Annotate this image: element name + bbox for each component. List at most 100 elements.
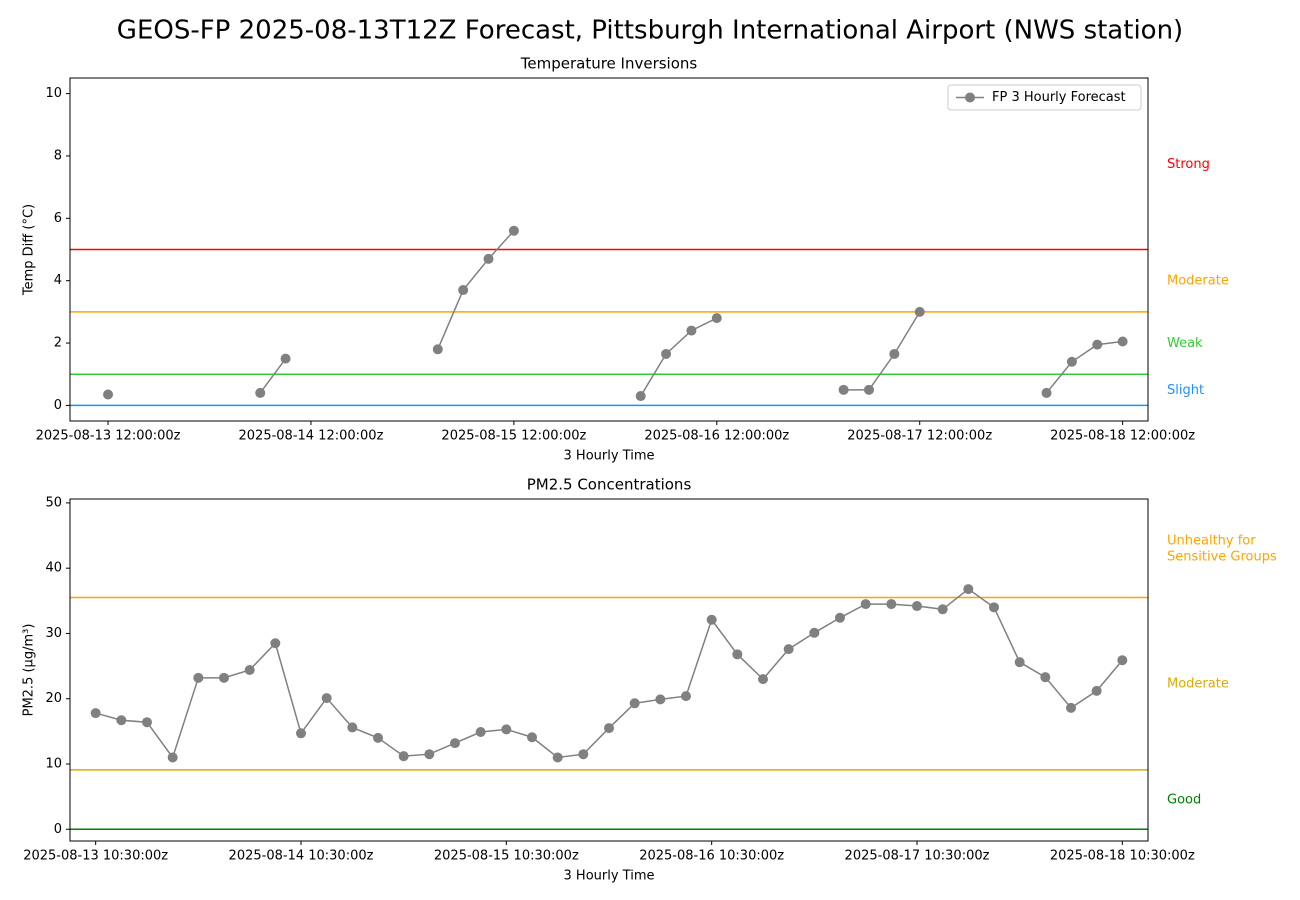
threshold-label: Weak (1167, 336, 1203, 351)
chart-title: PM2.5 Concentrations (527, 476, 692, 494)
data-point (450, 738, 460, 749)
data-point (758, 674, 768, 685)
data-point (255, 387, 266, 398)
threshold-label-line: Weak (1167, 336, 1203, 351)
x-tick-label: 2025-08-13 10:30:00z (23, 849, 168, 864)
y-tick-label: 40 (45, 561, 62, 576)
threshold-label: Moderate (1167, 676, 1229, 691)
threshold-label-line: Strong (1167, 156, 1210, 171)
y-tick-label: 30 (45, 626, 62, 641)
threshold-label-line: Unhealthy for (1167, 533, 1256, 548)
series-line (259, 230, 1123, 397)
data-point (552, 752, 563, 763)
data-point (578, 749, 589, 760)
data-point (912, 601, 922, 612)
plot-frame (69, 498, 1149, 842)
x-tick-label: 2025-08-15 10:30:00z (434, 849, 579, 864)
threshold-label: Unhealthy for Sensitive Groups (1167, 533, 1277, 564)
data-point (783, 644, 794, 655)
data-point (116, 715, 127, 726)
data-point (1091, 685, 1102, 696)
y-tick-label: 4 (54, 273, 62, 288)
threshold-label-line: Sensitive Groups (1167, 549, 1277, 564)
x-tick-label: 2025-08-15 12:00:00z (441, 429, 586, 444)
data-point (711, 313, 722, 324)
legend-box (947, 84, 1142, 111)
data-point (838, 384, 849, 395)
data-point (1117, 655, 1128, 666)
data-point (989, 602, 999, 613)
threshold-label-line: Moderate (1167, 273, 1229, 288)
data-point (963, 584, 974, 595)
data-point (321, 693, 332, 704)
threshold-label-line: Good (1167, 792, 1201, 807)
data-point (270, 638, 281, 649)
data-point (604, 723, 614, 734)
data-point (398, 751, 409, 762)
threshold-label: Good (1167, 792, 1201, 807)
data-point (1040, 672, 1051, 683)
data-point (1041, 387, 1052, 398)
y-tick-label: 20 (45, 691, 62, 706)
data-point (296, 728, 306, 739)
data-point (686, 325, 697, 336)
data-point (863, 384, 874, 395)
x-tick-label: 2025-08-17 12:00:00z (847, 429, 992, 444)
y-axis-label: Temp Diff (°C) (22, 204, 37, 296)
threshold-label-line: Moderate (1167, 676, 1229, 691)
x-axis-label: 3 Hourly Time (564, 449, 655, 464)
data-point (424, 749, 435, 760)
data-point (655, 694, 666, 705)
x-axis-label: 3 Hourly Time (564, 869, 655, 884)
data-point (1066, 702, 1076, 713)
x-tick-label: 2025-08-16 10:30:00z (639, 849, 784, 864)
figure-title: GEOS-FP 2025-08-13T12Z Forecast, Pittsbu… (117, 16, 1183, 46)
y-tick-label: 50 (45, 495, 62, 510)
data-point (103, 389, 114, 400)
data-point (483, 253, 494, 264)
data-point (373, 732, 383, 743)
threshold-label: Strong (1167, 156, 1210, 171)
data-point (244, 665, 255, 675)
x-tick-label: 2025-08-14 12:00:00z (239, 429, 384, 444)
data-point (629, 698, 640, 709)
data-point (1092, 339, 1103, 350)
data-point (193, 672, 204, 683)
data-point (475, 727, 486, 738)
data-point (937, 604, 948, 615)
data-point (527, 732, 537, 743)
y-tick-label: 8 (54, 148, 62, 163)
y-tick-label: 2 (54, 336, 62, 351)
data-point (1117, 336, 1128, 347)
legend-label: FP 3 Hourly Forecast (992, 90, 1126, 105)
data-point (219, 672, 229, 683)
threshold-label: Moderate (1167, 273, 1229, 288)
x-tick-label: 2025-08-13 12:00:00z (36, 429, 181, 444)
data-point (661, 348, 672, 359)
data-point (809, 627, 820, 638)
data-point (681, 691, 691, 702)
data-point (347, 722, 358, 733)
data-point (142, 717, 152, 728)
threshold-label-line: Slight (1167, 382, 1204, 397)
data-point (914, 306, 925, 317)
data-point (732, 649, 743, 660)
data-point (280, 353, 291, 364)
data-point (508, 225, 519, 236)
data-point (635, 391, 646, 402)
y-axis-label: PM2.5 (µg/m³) (22, 624, 37, 717)
x-tick-label: 2025-08-18 10:30:00z (1050, 849, 1195, 864)
data-point (835, 612, 845, 623)
y-tick-label: 6 (54, 211, 62, 226)
data-point (706, 614, 717, 625)
y-tick-label: 10 (45, 756, 62, 771)
data-point (167, 752, 178, 763)
data-point (458, 285, 469, 296)
threshold-label: Slight (1167, 382, 1204, 397)
data-point (501, 724, 512, 735)
data-point (432, 344, 443, 355)
data-point (1066, 356, 1077, 367)
data-point (889, 348, 900, 359)
legend-marker (965, 92, 975, 103)
